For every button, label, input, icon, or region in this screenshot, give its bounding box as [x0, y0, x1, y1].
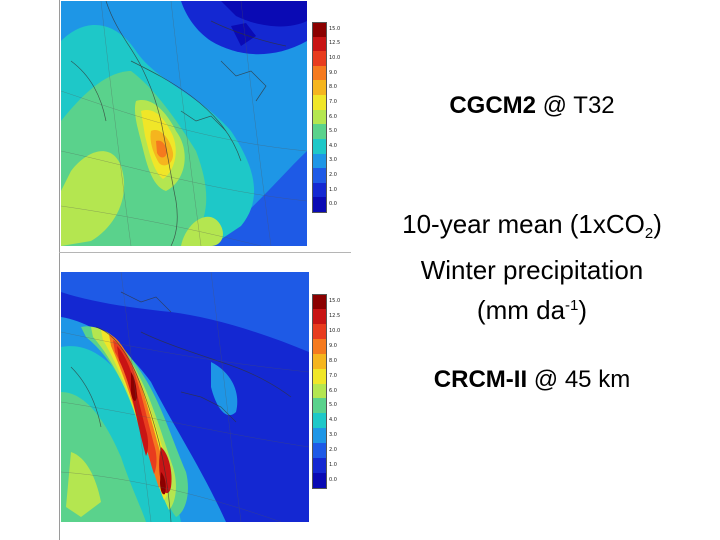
colorbar-label: 15.0 [329, 25, 341, 32]
colorbar-label: 3.0 [329, 432, 337, 439]
colorbar-label: 9.0 [329, 69, 337, 76]
colorbar-label: 6.0 [329, 387, 337, 394]
colorbar-swatch [312, 338, 327, 354]
colorbar-label: 9.0 [329, 342, 337, 349]
model2-title: CRCM-II @ 45 km [433, 366, 631, 393]
colorbar-swatch [312, 413, 327, 429]
colorbar-label: 12.5 [329, 312, 341, 319]
colorbar-swatch [312, 22, 327, 38]
description: 10-year mean (1xCO2) Winter precipitatio… [362, 206, 702, 328]
description-line-3: (mm da-1) [476, 295, 588, 325]
colorbar-swatch [312, 308, 327, 324]
colorbar-label: 6.0 [329, 113, 337, 120]
colorbar-swatch [312, 443, 327, 459]
colorbar-swatch [312, 109, 327, 125]
colorbar-top: 15.0 12.5 10.0 9.0 8.0 7.0 6.0 5.0 4.0 3.0 2.0 1.0 0… [312, 22, 352, 214]
colorbar-label: 0.0 [329, 477, 337, 484]
colorbar-label: 5.0 [329, 402, 337, 409]
crcm-precipitation-map [61, 272, 309, 522]
colorbar-swatch [312, 458, 327, 474]
colorbar-swatch [312, 36, 327, 52]
colorbar-swatch [312, 353, 327, 369]
colorbar-swatch [312, 80, 327, 96]
colorbar-swatch [312, 398, 327, 414]
colorbar-label: 1.0 [329, 462, 337, 469]
colorbar-swatch [312, 51, 327, 67]
colorbar-swatch [312, 368, 327, 384]
colorbar-swatch [312, 138, 327, 154]
colorbar-swatch [312, 428, 327, 444]
colorbar-swatch [312, 168, 327, 184]
colorbar-label: 1.0 [329, 186, 337, 193]
vertical-divider [59, 0, 60, 540]
colorbar-label: 0.0 [329, 201, 337, 208]
colorbar-label: 8.0 [329, 84, 337, 91]
colorbar-label: 12.5 [329, 40, 341, 47]
colorbar-label: 5.0 [329, 128, 337, 135]
colorbar-label: 2.0 [329, 171, 337, 178]
colorbar-label: 2.0 [329, 447, 337, 454]
colorbar-swatch [312, 383, 327, 399]
colorbar-label: 7.0 [329, 372, 337, 379]
colorbar-label: 10.0 [329, 327, 341, 334]
colorbar-label: 15.0 [329, 297, 341, 304]
colorbar-swatch [312, 153, 327, 169]
description-line-2: Winter precipitation [420, 255, 644, 285]
colorbar-swatch [312, 473, 327, 490]
colorbar-swatch [312, 197, 327, 214]
colorbar-bottom: 15.0 12.5 10.0 9.0 8.0 7.0 6.0 5.0 4.0 3.0 2.0 1.0 0… [312, 294, 352, 490]
colorbar-label: 8.0 [329, 357, 337, 364]
colorbar-label: 4.0 [329, 417, 337, 424]
colorbar-label: 7.0 [329, 98, 337, 105]
colorbar-swatch [312, 294, 327, 310]
colorbar-swatch [312, 124, 327, 140]
colorbar-swatch [312, 182, 327, 198]
model1-title: CGCM2 @ T32 [449, 92, 615, 119]
colorbar-swatch [312, 323, 327, 339]
colorbar-label: 4.0 [329, 142, 337, 149]
horizontal-divider [59, 252, 351, 253]
colorbar-swatch [312, 95, 327, 111]
cgcm2-precipitation-map [61, 1, 307, 246]
description-line-1: 10-year mean (1xCO2) [402, 209, 662, 242]
colorbar-label: 10.0 [329, 55, 341, 62]
colorbar-label: 3.0 [329, 157, 337, 164]
colorbar-swatch [312, 65, 327, 81]
